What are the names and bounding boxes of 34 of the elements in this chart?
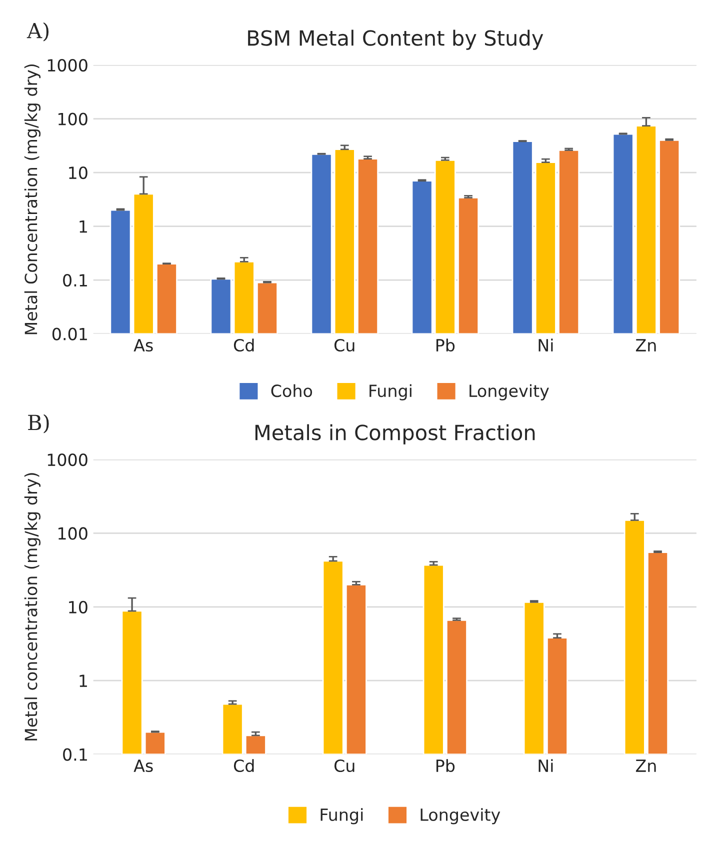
y-axis-title: Metal concentration (mg/kg dry) <box>24 473 41 740</box>
legend-label: Fungi <box>370 384 412 400</box>
x-tick-label: Ni <box>538 338 553 352</box>
x-tick-label: Pb <box>436 338 455 352</box>
y-tick-label: 100 <box>58 112 88 126</box>
y-tick-label: 1000 <box>48 58 88 72</box>
x-tick-label: As <box>134 760 153 772</box>
x-tick-label: Cd <box>234 759 254 772</box>
x-tick-label: Ni <box>538 759 553 772</box>
y-tick-label: 1 <box>80 220 87 233</box>
x-tick-label: Pb <box>436 759 455 772</box>
y-tick-label: 1 <box>80 674 87 687</box>
y-tick-label: 10 <box>69 600 88 614</box>
y-tick-label: 100 <box>58 527 88 540</box>
legend-label: Coho <box>271 384 312 398</box>
text: A) <box>26 22 49 42</box>
x-tick-label: Cd <box>234 338 254 352</box>
text: B) <box>28 414 49 434</box>
legend-label: Longevity <box>470 384 549 400</box>
y-tick-label: 0.1 <box>63 748 87 761</box>
x-tick-label: As <box>134 339 153 352</box>
legend-label: Longevity <box>420 808 500 824</box>
x-tick-label: Cu <box>334 759 354 772</box>
y-tick-label: 0.01 <box>52 328 87 340</box>
x-tick-label: Zn <box>636 760 656 772</box>
x-tick-label: Zn <box>636 339 656 352</box>
chart-title: BSM Metal Content by Study <box>248 30 544 50</box>
chart-title: Metals in Compost Fraction <box>255 424 535 444</box>
y-tick-label: 1000 <box>48 453 88 466</box>
y-tick-label: 10 <box>69 166 88 180</box>
x-tick-label: Cu <box>334 338 354 352</box>
legend-label: Fungi <box>320 808 363 824</box>
y-axis-title: Metal Concentration (mg/kg dry) <box>24 64 41 334</box>
y-tick-label: 0.1 <box>63 274 87 287</box>
